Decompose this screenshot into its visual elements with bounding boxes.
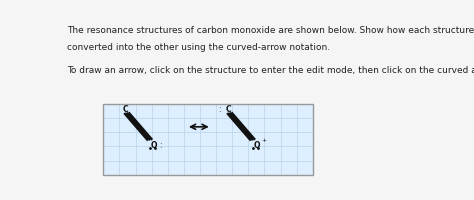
Text: C̈: C̈ bbox=[123, 104, 128, 113]
Text: To draw an arrow, click on the structure to enter the edit mode, then click on t: To draw an arrow, click on the structure… bbox=[66, 66, 474, 75]
Bar bbox=[103, 104, 313, 175]
Text: +: + bbox=[262, 137, 267, 142]
Text: converted into the other using the curved-arrow notation.: converted into the other using the curve… bbox=[66, 42, 330, 51]
Bar bbox=[103, 104, 313, 175]
Text: ⁻: ⁻ bbox=[234, 104, 237, 109]
Text: The resonance structures of carbon monoxide are shown below. Show how each struc: The resonance structures of carbon monox… bbox=[66, 26, 474, 34]
Text: C: C bbox=[226, 104, 231, 113]
Text: O: O bbox=[253, 140, 260, 149]
Text: :: : bbox=[219, 104, 221, 113]
Text: :: : bbox=[160, 140, 162, 149]
Text: O: O bbox=[150, 140, 157, 149]
